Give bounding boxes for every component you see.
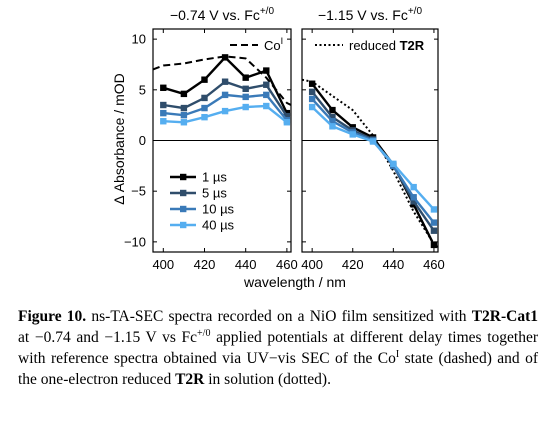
data-point (430, 227, 438, 234)
legend-superscript: I (281, 36, 284, 46)
data-point (263, 102, 270, 110)
data-point (201, 94, 208, 102)
data-point (410, 194, 417, 201)
legend-label: reduced T2R (349, 38, 425, 53)
x-tick-label: 440 (235, 257, 257, 272)
data-point (390, 160, 397, 168)
data-point (160, 118, 167, 125)
data-point (329, 106, 336, 114)
panel-title-superscript: +/0 (260, 6, 275, 17)
data-point (242, 74, 249, 81)
x-tick-label: 460 (423, 257, 445, 272)
legend-marker (180, 173, 187, 181)
data-point (263, 91, 270, 99)
reference-dashed-line (153, 55, 291, 106)
legend-label: 1 µs (202, 170, 227, 185)
data-point (201, 76, 208, 83)
data-point (221, 78, 229, 85)
data-point (221, 91, 229, 99)
data-point (263, 67, 270, 74)
data-point (160, 101, 167, 109)
data-point (160, 109, 167, 117)
panel-title-superscript: +/0 (408, 6, 423, 17)
caption-text: at −0.74 and −1.15 V vs Fc (18, 329, 198, 346)
x-tick-label: 440 (382, 257, 404, 272)
data-point (242, 93, 249, 101)
caption-superscript: I (395, 348, 400, 360)
x-tick-label: 420 (194, 257, 216, 272)
legend-label: 40 µs (202, 218, 235, 233)
figure-caption: Figure 10. ns-TA-SEC spectra recorded on… (18, 306, 538, 390)
data-point (283, 112, 291, 120)
data-point (160, 84, 167, 91)
legend-marker (180, 205, 187, 213)
data-point (430, 219, 438, 226)
data-point (283, 119, 291, 126)
y-tick-label: 5 (139, 82, 146, 97)
data-point (308, 103, 316, 111)
legend-label: 10 µs (202, 202, 235, 217)
data-point (180, 111, 188, 119)
x-tick-label: 460 (276, 257, 298, 272)
data-point (221, 107, 229, 115)
data-point (329, 113, 336, 121)
data-point (242, 85, 249, 93)
caption-compound: T2R-Cat1 (471, 308, 538, 325)
x-tick-label: 400 (301, 257, 323, 272)
legend-marker (180, 189, 187, 197)
data-point (221, 54, 229, 61)
y-tick-label: −5 (131, 184, 146, 199)
x-tick-label: 400 (152, 257, 174, 272)
data-point (369, 138, 377, 145)
data-point (201, 113, 208, 121)
x-axis-label: wavelength / nm (243, 274, 346, 290)
data-point (180, 90, 188, 98)
y-tick-label: 10 (132, 32, 146, 47)
data-point (263, 81, 270, 88)
figure-10-chart: −0.74 V vs. Fc+/0 400 420 440 460 10 5 0 −5 −10 Co… (111, 6, 445, 290)
panel-title: −1.15 V vs. Fc+/0 (318, 6, 422, 23)
caption-text: state (dashed) and of the one-electron r… (18, 350, 539, 388)
data-point (430, 241, 438, 249)
data-point (242, 103, 249, 111)
data-point (308, 88, 316, 96)
caption-label: Figure 10. (18, 308, 87, 325)
panel-right: −1.15 V vs. Fc+/0 400 420 440 460 reduced T2R (301, 6, 444, 272)
data-point (349, 131, 356, 138)
y-tick-label: −10 (124, 234, 146, 249)
data-point (329, 123, 336, 130)
caption-text: ns-TA-SEC spectra recorded on a NiO film… (86, 308, 472, 325)
data-point (308, 80, 316, 87)
data-point (180, 104, 188, 112)
data-point (410, 198, 417, 205)
panel-left: −0.74 V vs. Fc+/0 400 420 440 460 10 5 0 −5 −10 Co… (124, 6, 298, 272)
data-point (201, 104, 208, 112)
caption-text: in solution (dotted). (204, 371, 331, 388)
legend-label: 5 µs (202, 186, 227, 201)
legend-marker (180, 221, 187, 229)
data-point (410, 183, 417, 191)
data-point (329, 118, 336, 125)
caption-superscript: +/0 (197, 327, 211, 339)
y-tick-label: 0 (139, 133, 146, 148)
legend-bold: T2R (400, 38, 425, 53)
x-tick-label: 420 (342, 257, 364, 272)
caption-compound: T2R (175, 371, 205, 388)
data-point (180, 119, 188, 126)
panel-title: −0.74 V vs. Fc+/0 (170, 6, 274, 23)
caption-text: applied potentials at different delay ti… (18, 329, 538, 367)
legend-label: CoI (264, 36, 283, 53)
data-point (430, 206, 438, 213)
data-point (308, 95, 316, 103)
y-axis-label: Δ Absorbance / mOD (111, 73, 127, 205)
